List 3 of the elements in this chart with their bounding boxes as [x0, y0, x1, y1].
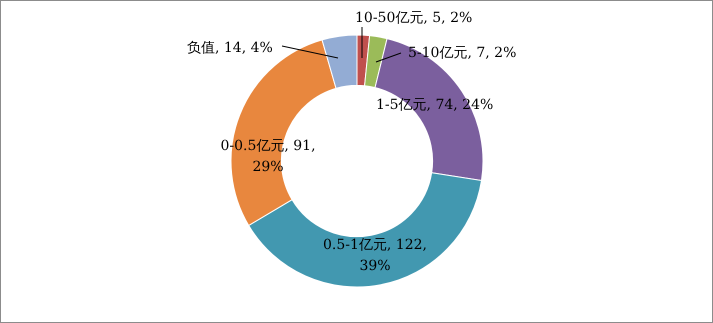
slice-label: 0.5-1亿元, 122, 39%	[323, 237, 427, 274]
slice-label: 负值, 14, 4%	[187, 40, 273, 56]
slice-label: 10-50亿元, 5, 2%	[355, 10, 472, 26]
